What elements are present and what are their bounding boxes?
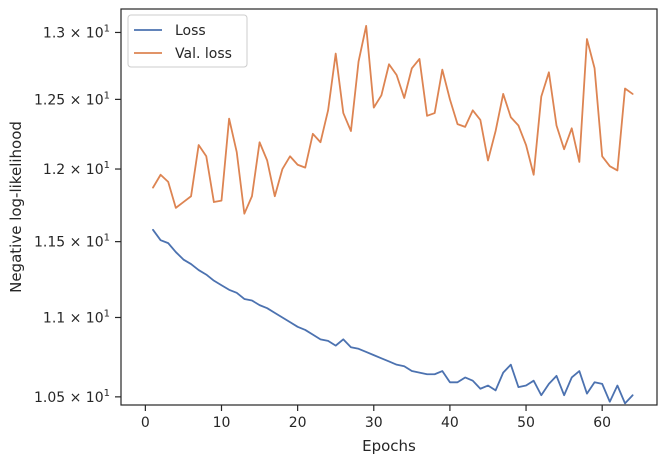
x-tick-label: 50 [517, 415, 535, 431]
y-tick-label: 1.15 × 101 [34, 233, 110, 251]
y-tick-label: 1.3 × 101 [43, 23, 110, 41]
plot-frame [120, 8, 658, 406]
x-axis-label: Epochs [362, 437, 416, 455]
plot-lines [152, 25, 634, 405]
series-line-val-loss [152, 25, 634, 215]
y-tick-label: 1.25 × 101 [34, 90, 110, 108]
x-axis: 0 10 20 30 40 50 60 [141, 405, 611, 431]
x-tick-label: 0 [141, 415, 150, 431]
x-tick-label: 60 [593, 415, 611, 431]
legend-label-val-loss: Val. loss [175, 46, 232, 62]
series-line-loss [152, 228, 634, 405]
legend: Loss Val. loss [127, 14, 248, 68]
y-tick-label: 1.05 × 101 [34, 388, 110, 406]
x-tick-label: 30 [365, 415, 383, 431]
y-tick-label: 1.2 × 101 [43, 160, 110, 178]
x-tick-label: 40 [441, 415, 459, 431]
x-tick-label: 20 [289, 415, 307, 431]
y-tick-label: 1.1 × 101 [43, 308, 110, 326]
y-axis: 1.05 × 101 1.1 × 101 1.15 × 101 1.2 × 101 1.… [34, 23, 121, 406]
y-axis-label: Negative log-likelihood [7, 121, 25, 293]
x-tick-label: 10 [213, 415, 231, 431]
legend-box [127, 14, 248, 68]
legend-label-loss: Loss [175, 23, 206, 39]
